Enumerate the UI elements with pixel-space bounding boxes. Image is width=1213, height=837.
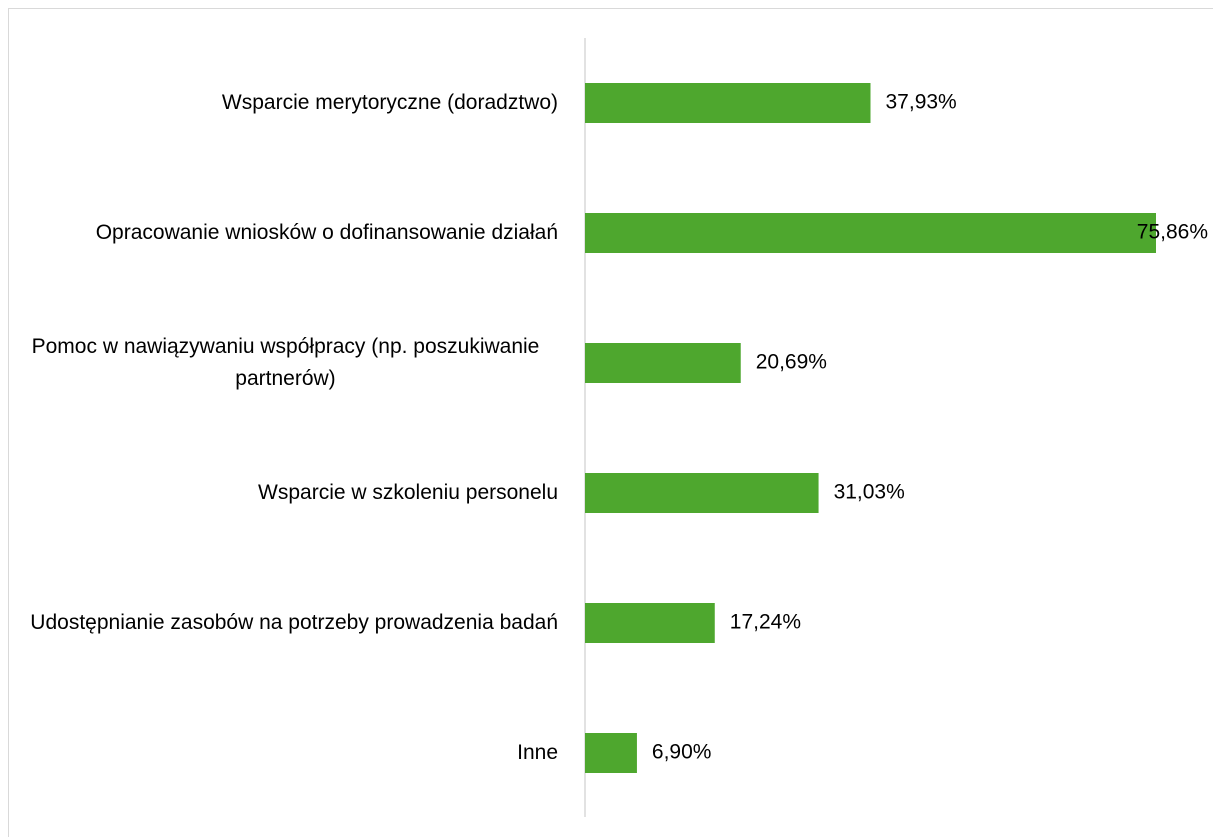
bar [585, 343, 741, 383]
category-label: Inne [0, 713, 558, 793]
category-label: Wsparcie merytoryczne (doradztwo) [0, 63, 558, 143]
category-label: Wsparcie w szkoleniu personelu [0, 453, 558, 533]
category-label: Udostępnianie zasobów na potrzeby prowad… [0, 583, 558, 663]
category-text: Inne [517, 741, 558, 764]
value-label: 31,03% [834, 481, 905, 504]
value-label: 75,86% [1137, 221, 1208, 244]
category-text: Pomoc w nawiązywaniu współpracy (np. pos… [31, 335, 540, 390]
value-label: 6,90% [652, 741, 712, 764]
value-label: 17,24% [730, 611, 801, 634]
category-text: Opracowanie wniosków o dofinansowanie dz… [95, 221, 558, 244]
value-label: 20,69% [756, 351, 827, 374]
category-text: Wsparcie w szkoleniu personelu [258, 481, 558, 504]
category-text: Udostępnianie zasobów na potrzeby prowad… [30, 611, 558, 634]
category-label: Pomoc w nawiązywaniu współpracy (np. pos… [0, 323, 558, 403]
bar [585, 733, 637, 773]
category-text: Wsparcie merytoryczne (doradztwo) [221, 91, 558, 114]
value-label: 37,93% [886, 91, 957, 114]
bar [585, 603, 715, 643]
bar [585, 213, 1156, 253]
bar [585, 83, 871, 123]
bar [585, 473, 819, 513]
category-label: Opracowanie wniosków o dofinansowanie dz… [0, 193, 558, 273]
chart-border [8, 8, 1213, 837]
